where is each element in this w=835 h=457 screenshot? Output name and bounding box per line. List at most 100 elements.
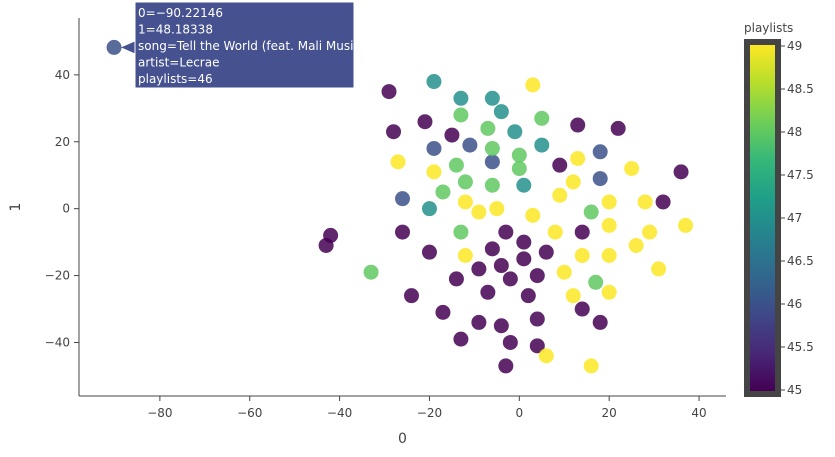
scatter-point[interactable] xyxy=(601,284,617,300)
scatter-point[interactable] xyxy=(529,311,545,327)
scatter-point[interactable] xyxy=(601,194,617,210)
scatter-point[interactable] xyxy=(610,120,626,136)
scatter-point[interactable] xyxy=(511,147,527,163)
x-tick-label: 40 xyxy=(691,406,706,420)
scatter-point[interactable] xyxy=(462,137,478,153)
scatter-point[interactable] xyxy=(516,234,532,250)
scatter-point[interactable] xyxy=(453,331,469,347)
scatter-point[interactable] xyxy=(642,224,658,240)
scatter-point[interactable] xyxy=(565,288,581,304)
scatter-point[interactable] xyxy=(484,241,500,257)
scatter-point[interactable] xyxy=(448,157,464,173)
hover-line: playlists=46 xyxy=(138,72,213,86)
scatter-point[interactable] xyxy=(655,194,671,210)
scatter-point[interactable] xyxy=(552,187,568,203)
scatter-point[interactable] xyxy=(426,74,442,90)
scatter-point[interactable] xyxy=(106,39,122,55)
scatter-point[interactable] xyxy=(538,348,554,364)
scatter-point[interactable] xyxy=(673,164,689,180)
scatter-point[interactable] xyxy=(588,274,604,290)
scatter-point[interactable] xyxy=(592,144,608,160)
x-tick-label: −40 xyxy=(327,406,352,420)
scatter-point[interactable] xyxy=(395,224,410,240)
scatter-point[interactable] xyxy=(574,224,590,240)
scatter-point[interactable] xyxy=(471,261,487,277)
scatter-point[interactable] xyxy=(480,284,496,300)
scatter-point[interactable] xyxy=(516,251,532,267)
scatter-point[interactable] xyxy=(435,184,451,200)
scatter-point[interactable] xyxy=(457,194,473,210)
scatter-point[interactable] xyxy=(457,174,473,190)
scatter-point[interactable] xyxy=(363,264,379,280)
scatter-point[interactable] xyxy=(502,334,518,350)
scatter-point[interactable] xyxy=(574,248,590,264)
scatter-point[interactable] xyxy=(390,154,406,170)
scatter-point[interactable] xyxy=(453,90,469,106)
scatter-point[interactable] xyxy=(583,358,599,374)
scatter-point[interactable] xyxy=(493,318,509,334)
scatter-point[interactable] xyxy=(421,244,437,260)
scatter-point[interactable] xyxy=(534,110,550,126)
scatter-point[interactable] xyxy=(570,150,586,166)
scatter-point[interactable] xyxy=(471,204,487,220)
scatter-point[interactable] xyxy=(403,288,419,304)
y-tick-label: 40 xyxy=(55,68,70,82)
scatter-point[interactable] xyxy=(381,84,397,100)
scatter-point[interactable] xyxy=(556,264,572,280)
scatter-point[interactable] xyxy=(480,120,496,136)
scatter-point[interactable] xyxy=(502,271,518,287)
scatter-point[interactable] xyxy=(534,137,550,153)
scatter-point[interactable] xyxy=(489,201,505,217)
scatter-point[interactable] xyxy=(529,268,545,284)
scatter-point[interactable] xyxy=(525,77,541,93)
scatter-point[interactable] xyxy=(421,201,437,217)
scatter-point[interactable] xyxy=(592,314,608,330)
scatter-point[interactable] xyxy=(570,117,586,133)
scatter-point[interactable] xyxy=(395,191,410,207)
scatter-point[interactable] xyxy=(484,140,500,156)
scatter-point[interactable] xyxy=(520,288,536,304)
scatter-point[interactable] xyxy=(493,258,509,274)
scatter-point[interactable] xyxy=(493,104,509,120)
colorbar: 45 45.5 46 46.5 47 47.5 48 48.5 49 playlists xyxy=(744,21,814,397)
scatter-point[interactable] xyxy=(565,174,581,190)
scatter-point[interactable] xyxy=(457,248,473,264)
scatter-point[interactable] xyxy=(511,161,527,177)
scatter-point[interactable] xyxy=(592,171,608,187)
scatter-point[interactable] xyxy=(552,157,568,173)
colorbar-tick-label: 48 xyxy=(787,125,802,139)
scatter-point[interactable] xyxy=(435,304,451,320)
scatter-point[interactable] xyxy=(538,244,554,260)
scatter-point[interactable] xyxy=(574,301,590,317)
scatter-point[interactable] xyxy=(453,224,469,240)
scatter-point[interactable] xyxy=(583,204,599,220)
scatter-point[interactable] xyxy=(417,114,433,130)
scatter-point[interactable] xyxy=(601,248,617,264)
scatter-point[interactable] xyxy=(386,124,402,140)
scatter-point[interactable] xyxy=(529,338,545,354)
scatter-point[interactable] xyxy=(628,237,644,253)
scatter-point[interactable] xyxy=(637,194,653,210)
scatter-point[interactable] xyxy=(484,90,500,106)
scatter-points[interactable] xyxy=(106,39,694,374)
scatter-point[interactable] xyxy=(426,164,442,180)
scatter-point[interactable] xyxy=(318,237,334,253)
scatter-point[interactable] xyxy=(498,224,514,240)
scatter-point[interactable] xyxy=(507,124,523,140)
scatter-point[interactable] xyxy=(678,217,694,233)
scatter-point[interactable] xyxy=(471,314,487,330)
scatter-point[interactable] xyxy=(453,107,469,123)
scatter-point[interactable] xyxy=(525,207,541,223)
scatter-point[interactable] xyxy=(624,161,640,177)
scatter-point[interactable] xyxy=(448,271,464,287)
scatter-point[interactable] xyxy=(484,177,500,193)
scatter-point[interactable] xyxy=(498,358,514,374)
scatter-point[interactable] xyxy=(651,261,667,277)
scatter-point[interactable] xyxy=(547,224,563,240)
scatter-point[interactable] xyxy=(426,140,442,156)
scatter-point[interactable] xyxy=(601,217,617,233)
scatter-point[interactable] xyxy=(484,154,500,170)
scatter-point[interactable] xyxy=(444,127,460,143)
scatter-point[interactable] xyxy=(516,177,532,193)
